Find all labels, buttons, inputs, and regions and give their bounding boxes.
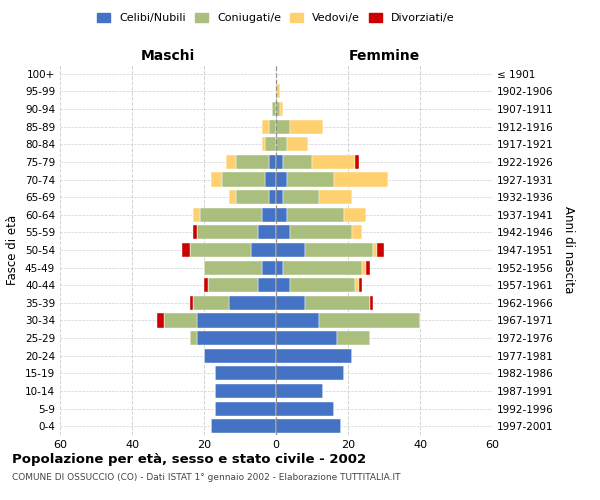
Bar [215,402,276,415]
Bar [215,366,276,380]
Text: COMUNE DI OSSUCCIO (CO) - Dati ISTAT 1° gennaio 2002 - Elaborazione TUTTITALIA.I: COMUNE DI OSSUCCIO (CO) - Dati ISTAT 1° … [12,472,401,482]
Bar [359,278,362,292]
Bar [262,120,269,134]
Text: Femmine: Femmine [349,48,419,62]
Bar [190,243,251,257]
Bar [276,84,280,98]
Bar [276,102,280,116]
Bar [280,102,283,116]
Bar [222,172,265,186]
Text: Popolazione per età, sesso e stato civile - 2002: Popolazione per età, sesso e stato civil… [12,452,366,466]
Bar [352,226,362,239]
Bar [377,243,384,257]
Bar [276,172,287,186]
Bar [334,172,388,186]
Bar [337,331,370,345]
Bar [276,260,283,274]
Bar [269,155,276,169]
Bar [190,296,193,310]
Bar [262,260,276,274]
Bar [344,208,366,222]
Bar [211,172,222,186]
Bar [287,208,344,222]
Bar [287,137,308,152]
Bar [236,190,269,204]
Bar [258,226,276,239]
Bar [276,243,305,257]
Bar [265,172,276,186]
Bar [262,208,276,222]
Bar [193,226,197,239]
Bar [287,172,334,186]
Bar [276,314,319,328]
Bar [276,296,305,310]
Bar [355,155,359,169]
Legend: Celibi/Nubili, Coniugati/e, Vedovi/e, Divorziati/e: Celibi/Nubili, Coniugati/e, Vedovi/e, Di… [93,8,459,28]
Bar [370,296,373,310]
Bar [319,190,352,204]
Bar [276,402,334,415]
Bar [276,208,287,222]
Bar [200,208,262,222]
Bar [157,314,164,328]
Bar [312,155,355,169]
Bar [276,278,290,292]
Bar [197,331,276,345]
Bar [236,155,269,169]
Bar [276,331,337,345]
Bar [276,155,283,169]
Bar [193,208,200,222]
Bar [182,243,190,257]
Bar [208,278,258,292]
Bar [373,243,377,257]
Bar [197,226,258,239]
Bar [366,260,370,274]
Bar [276,366,344,380]
Bar [215,384,276,398]
Bar [276,348,352,363]
Bar [229,190,236,204]
Bar [319,314,420,328]
Bar [265,137,276,152]
Bar [211,419,276,433]
Y-axis label: Fasce di età: Fasce di età [7,215,19,285]
Bar [276,190,283,204]
Bar [276,226,290,239]
Bar [276,137,287,152]
Bar [258,278,276,292]
Bar [193,296,229,310]
Bar [204,260,262,274]
Bar [290,226,352,239]
Bar [276,419,341,433]
Bar [229,296,276,310]
Bar [269,190,276,204]
Bar [272,102,276,116]
Bar [355,278,359,292]
Bar [283,260,362,274]
Bar [283,155,312,169]
Text: Maschi: Maschi [141,48,195,62]
Bar [204,278,208,292]
Bar [362,260,366,274]
Bar [262,137,265,152]
Y-axis label: Anni di nascita: Anni di nascita [562,206,575,294]
Bar [251,243,276,257]
Bar [276,120,290,134]
Bar [164,314,197,328]
Bar [305,243,373,257]
Bar [226,155,236,169]
Bar [290,120,323,134]
Bar [276,384,323,398]
Bar [190,331,197,345]
Bar [197,314,276,328]
Bar [283,190,319,204]
Bar [269,120,276,134]
Bar [290,278,355,292]
Bar [204,348,276,363]
Bar [305,296,370,310]
